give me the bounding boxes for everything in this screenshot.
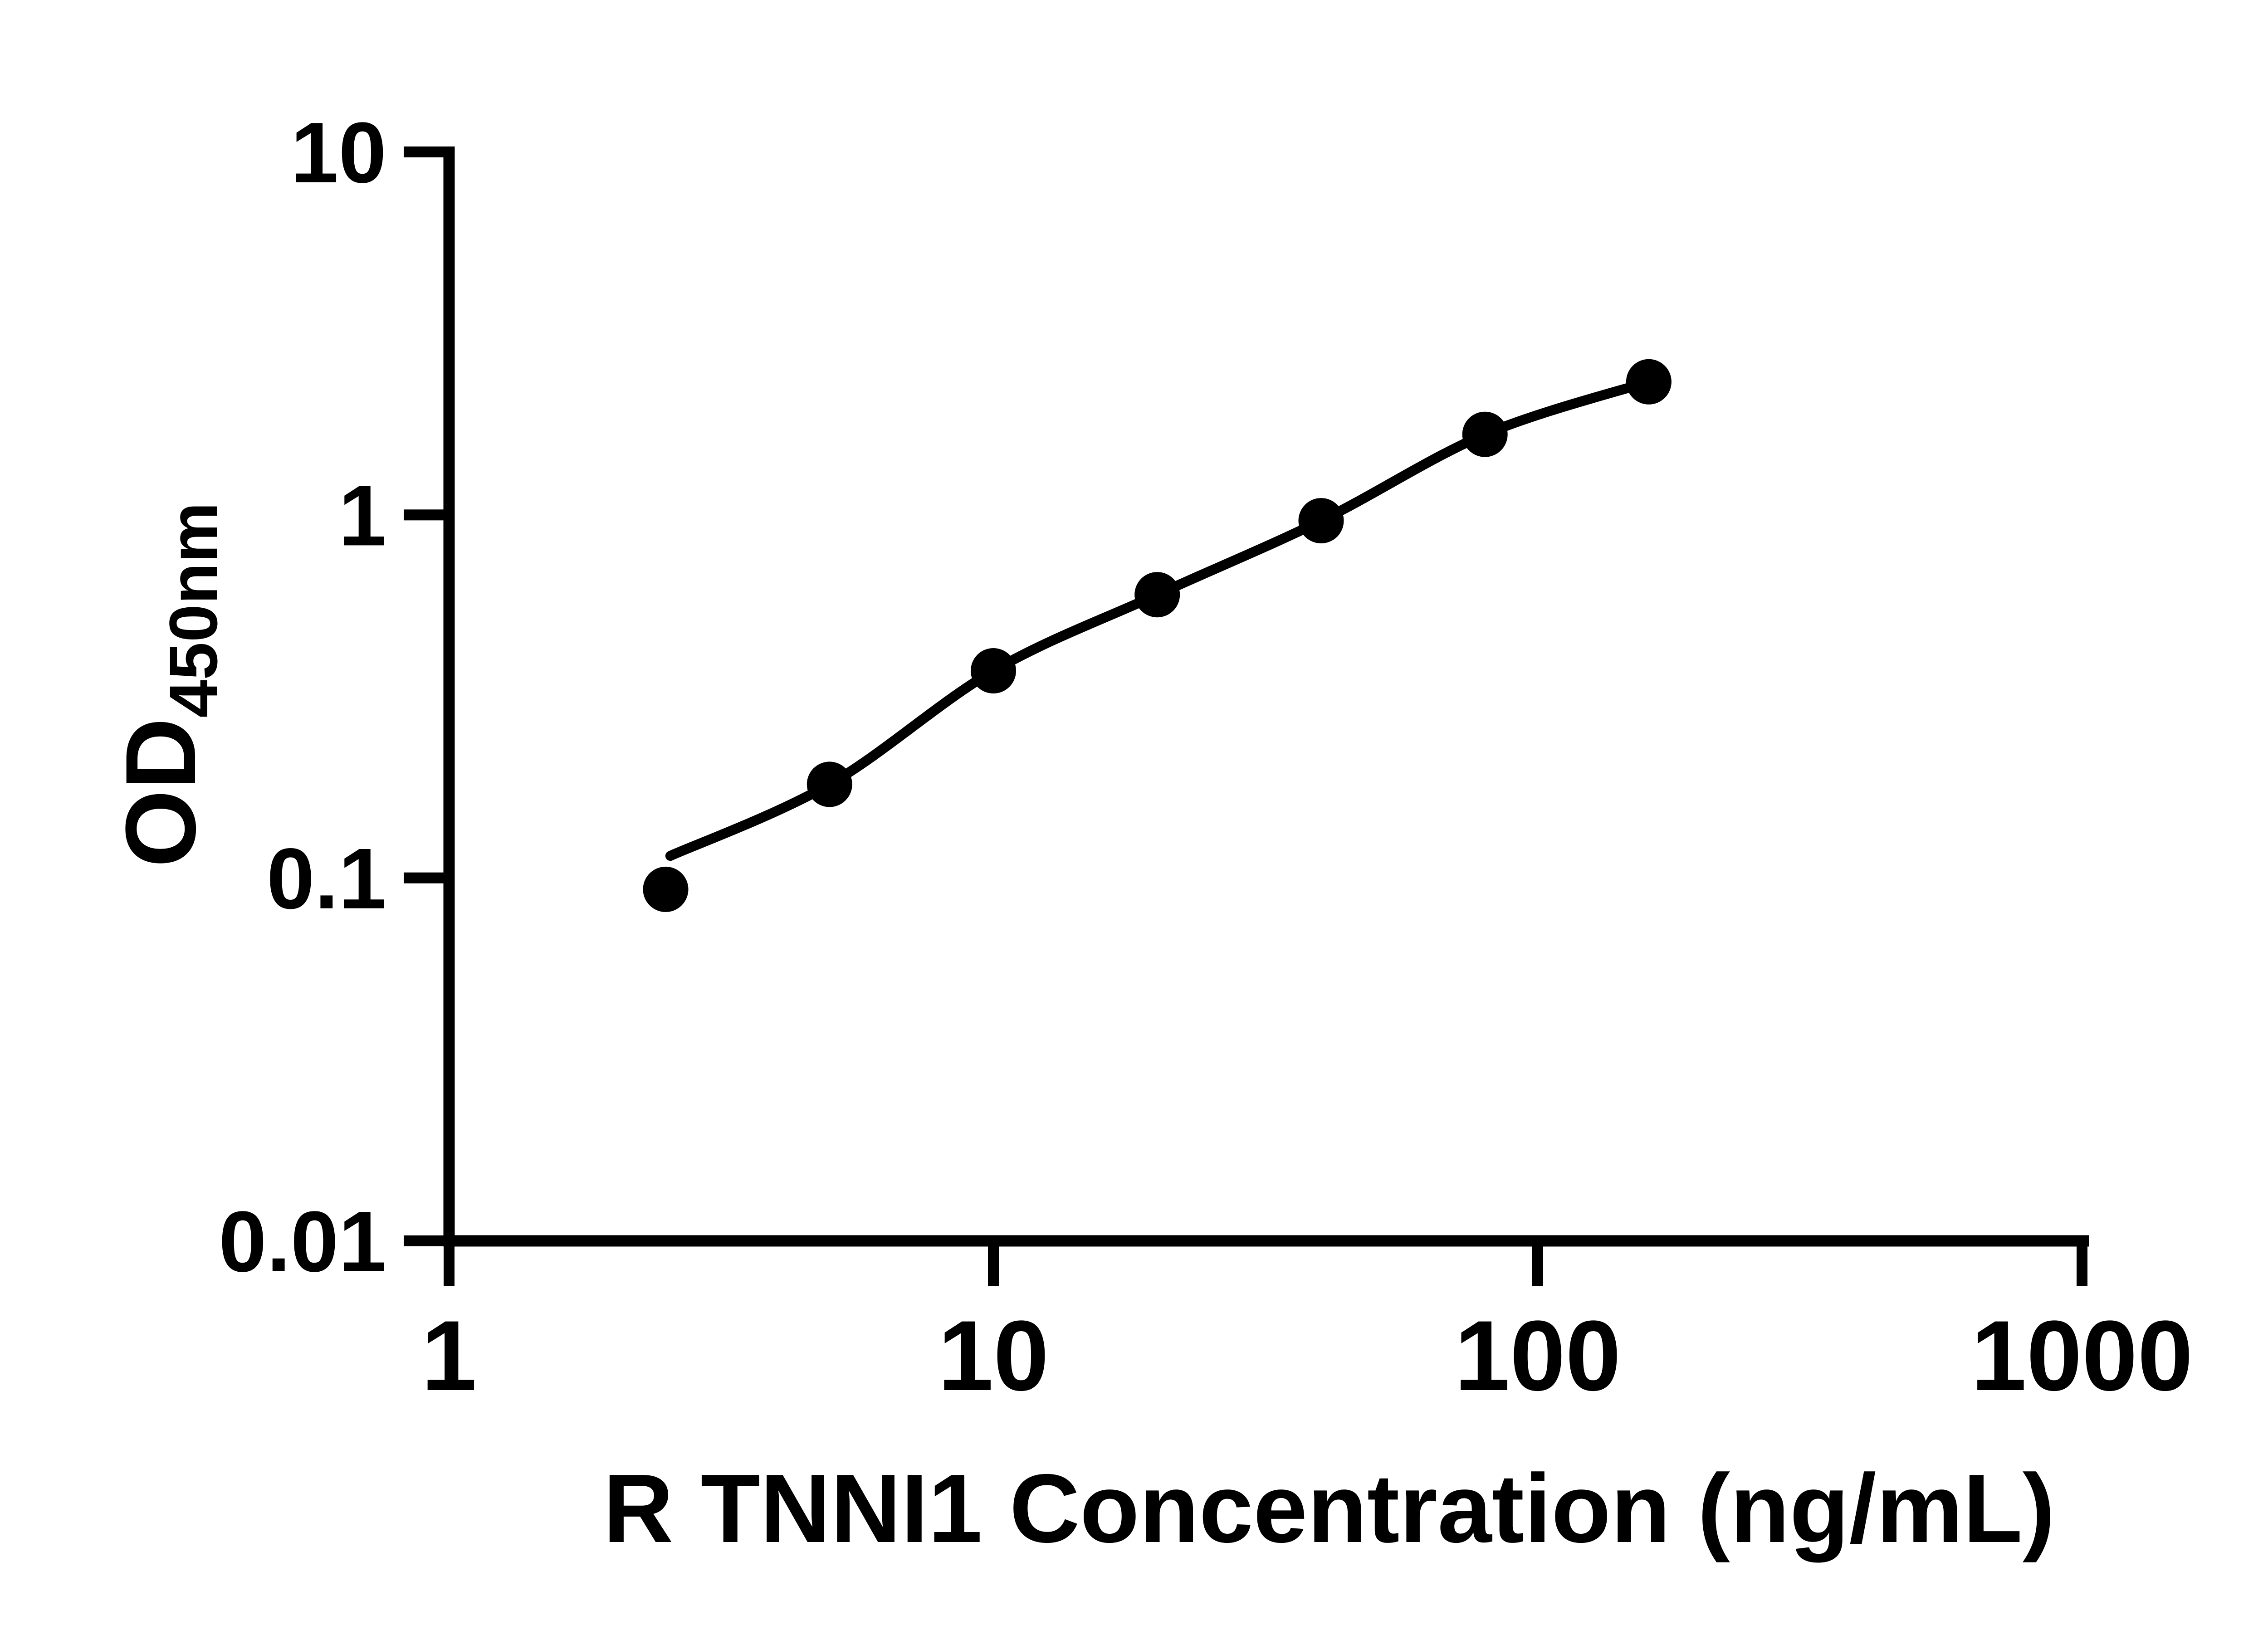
data-point-2 xyxy=(807,761,852,807)
y-tick-10 xyxy=(404,146,449,158)
data-point-6 xyxy=(1462,411,1508,457)
x-tick-label-1000: 1000 xyxy=(1971,1300,2193,1411)
data-point-5 xyxy=(1298,498,1344,544)
x-tick-1 xyxy=(444,1241,455,1286)
x-tick-label-10: 10 xyxy=(938,1300,1049,1411)
data-point-7 xyxy=(1626,359,1672,405)
y-tick-label-10: 10 xyxy=(291,105,386,201)
y-axis-title-subscript: 450nm xyxy=(155,502,231,717)
data-point-1 xyxy=(643,866,689,912)
x-tick-10 xyxy=(988,1241,999,1286)
y-tick-0.01 xyxy=(404,1235,449,1246)
y-axis-title: OD450nm xyxy=(105,502,231,867)
y-axis-line xyxy=(443,146,455,1247)
x-tick-100 xyxy=(1532,1241,1543,1286)
x-tick-1000 xyxy=(2077,1241,2087,1286)
y-tick-label-0.1: 0.1 xyxy=(267,831,386,927)
x-tick-label-1: 1 xyxy=(421,1300,477,1411)
data-point-4 xyxy=(1134,572,1180,618)
y-tick-1 xyxy=(404,509,449,521)
y-tick-0.1 xyxy=(404,872,449,883)
y-axis-title-main: OD xyxy=(105,718,216,868)
x-tick-label-100: 100 xyxy=(1454,1300,1621,1411)
x-axis-line xyxy=(443,1235,2089,1247)
data-point-3 xyxy=(971,648,1016,693)
x-axis-title: R TNNI1 Concentration (ng/mL) xyxy=(603,1454,2055,1563)
y-tick-label-0.01: 0.01 xyxy=(219,1194,386,1290)
y-tick-label-1: 1 xyxy=(338,468,386,564)
